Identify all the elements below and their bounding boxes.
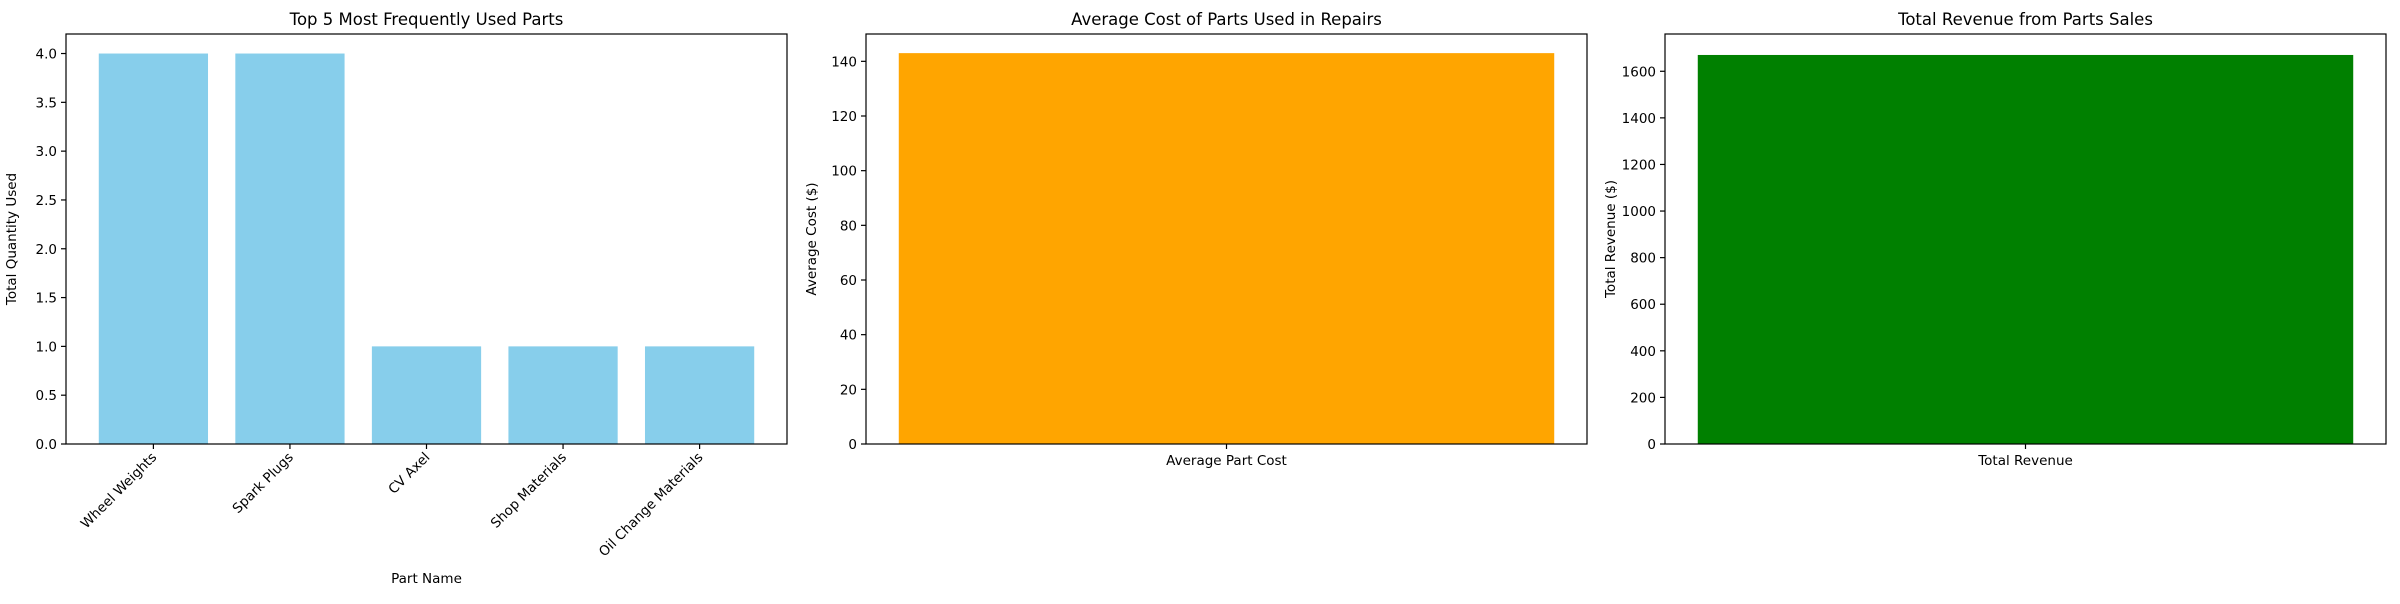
- y-tick-label: 600: [1630, 297, 1656, 313]
- y-tick-label: 0: [1647, 437, 1656, 453]
- bar-shop-materials: [508, 346, 618, 444]
- y-tick-label: 1400: [1622, 111, 1656, 127]
- y-tick-label: 100: [831, 164, 857, 180]
- y-axis-label: Total Revenue ($): [1603, 180, 1619, 299]
- chart-title: Average Cost of Parts Used in Repairs: [1071, 10, 1382, 29]
- y-tick-label: 1.5: [36, 291, 57, 307]
- x-tick-label: Wheel Weights: [78, 450, 160, 532]
- x-tick-label: Oil Change Materials: [596, 450, 707, 561]
- y-tick-label: 1600: [1622, 64, 1656, 80]
- bar-total-revenue: [1697, 54, 2354, 444]
- y-tick-label: 60: [840, 273, 857, 289]
- y-tick-label: 4.0: [36, 47, 57, 63]
- x-tick-label: Average Part Cost: [1166, 453, 1287, 469]
- bar-cv-axel: [371, 346, 482, 444]
- y-tick-label: 40: [840, 328, 857, 344]
- chart-title: Total Revenue from Parts Sales: [1897, 10, 2153, 29]
- y-tick-label: 0.0: [36, 437, 57, 453]
- chart-panel-2: 0 20 40 60 80 100 120 140 Average Part Cost Avera…: [804, 10, 1588, 469]
- y-tick-label: 0.5: [36, 388, 57, 404]
- y-tick-label: 3.0: [36, 144, 57, 160]
- y-tick-label: 3.5: [36, 95, 57, 111]
- y-axis-label: Total Quantity Used: [4, 173, 20, 306]
- y-tick-label: 200: [1630, 390, 1656, 406]
- chart-panel-1: 0.0 0.5 1.0 1.5 2.0 2.5 3.0 3.5 4.0 Wheel Weights…: [4, 10, 788, 587]
- chart-title: Top 5 Most Frequently Used Parts: [289, 10, 564, 29]
- bar-oil-change-materials: [644, 346, 755, 444]
- bar-average-part-cost: [898, 53, 1555, 445]
- x-tick-label: Shop Materials: [488, 450, 570, 532]
- y-tick-label: 1000: [1622, 204, 1656, 220]
- y-tick-label: 800: [1630, 251, 1656, 267]
- x-axis-label: Part Name: [391, 571, 462, 587]
- y-tick-label: 120: [831, 109, 857, 125]
- x-tick-label: CV Axel: [385, 450, 433, 498]
- bar-spark-plugs: [235, 53, 345, 445]
- y-tick-label: 140: [831, 54, 857, 70]
- x-tick-label: Total Revenue: [1977, 453, 2073, 469]
- chart-panel-3: 0 200 400 600 800 1000 1200 1400 1600 Total Reven…: [1603, 10, 2387, 469]
- y-tick-label: 0: [848, 437, 857, 453]
- y-tick-label: 80: [840, 218, 857, 234]
- x-tick-label: Spark Plugs: [230, 450, 297, 517]
- y-tick-label: 20: [840, 382, 857, 398]
- y-tick-label: 1.0: [36, 339, 57, 355]
- y-tick-label: 2.5: [36, 193, 57, 209]
- y-axis-label: Average Cost ($): [804, 182, 820, 295]
- y-tick-label: 1200: [1622, 157, 1656, 173]
- y-tick-label: 2.0: [36, 242, 57, 258]
- bar-wheel-weights: [98, 53, 209, 445]
- y-tick-label: 400: [1630, 344, 1656, 360]
